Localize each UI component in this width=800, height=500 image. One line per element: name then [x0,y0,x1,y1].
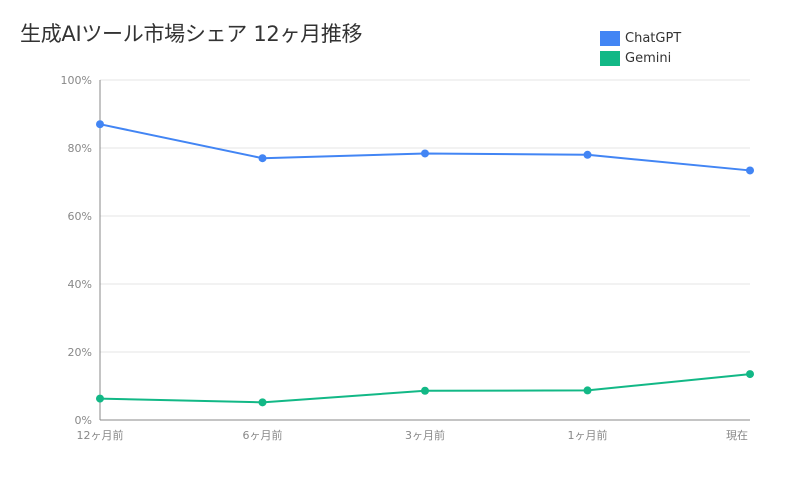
legend: ChatGPT Gemini [600,28,681,68]
x-tick-label-1: 6ヶ月前 [243,428,283,442]
data-point-gemini-2[interactable] [421,386,429,395]
y-tick-label-4: 80% [68,142,92,155]
legend-label-gemini: Gemini [625,50,672,66]
data-point-gemini-0[interactable] [96,394,104,403]
data-point-gemini-1[interactable] [258,398,267,407]
x-tick-label-2: 3ヶ月前 [405,428,445,442]
y-tick-label-3: 60% [68,210,92,223]
x-tick-label-0: 12ヶ月前 [77,428,124,442]
y-tick-label-5: 100% [61,74,92,87]
data-point-chatgpt-0[interactable] [96,120,104,129]
y-tick-label-2: 40% [68,278,92,291]
legend-swatch-gemini [600,50,620,66]
y-tick-label-1: 20% [68,346,92,359]
y-tick-label-0: 0% [75,414,92,427]
legend-item-chatgpt[interactable]: ChatGPT [600,28,681,48]
chart-title: 生成AIツール市場シェア 12ヶ月推移 [20,22,363,46]
data-point-chatgpt-1[interactable] [258,154,267,163]
data-point-chatgpt-3[interactable] [583,150,592,159]
data-point-gemini-4[interactable] [746,370,754,379]
x-tick-label-4: 現在 [726,429,748,442]
legend-item-gemini[interactable]: Gemini [600,48,681,68]
data-point-chatgpt-4[interactable] [746,166,754,175]
series-line-chatgpt [99,123,751,172]
legend-swatch-chatgpt [600,30,620,46]
legend-label-chatgpt: ChatGPT [625,30,682,46]
data-point-chatgpt-2[interactable] [421,149,429,158]
x-tick-label-3: 1ヶ月前 [568,428,608,442]
data-point-gemini-3[interactable] [583,386,592,395]
